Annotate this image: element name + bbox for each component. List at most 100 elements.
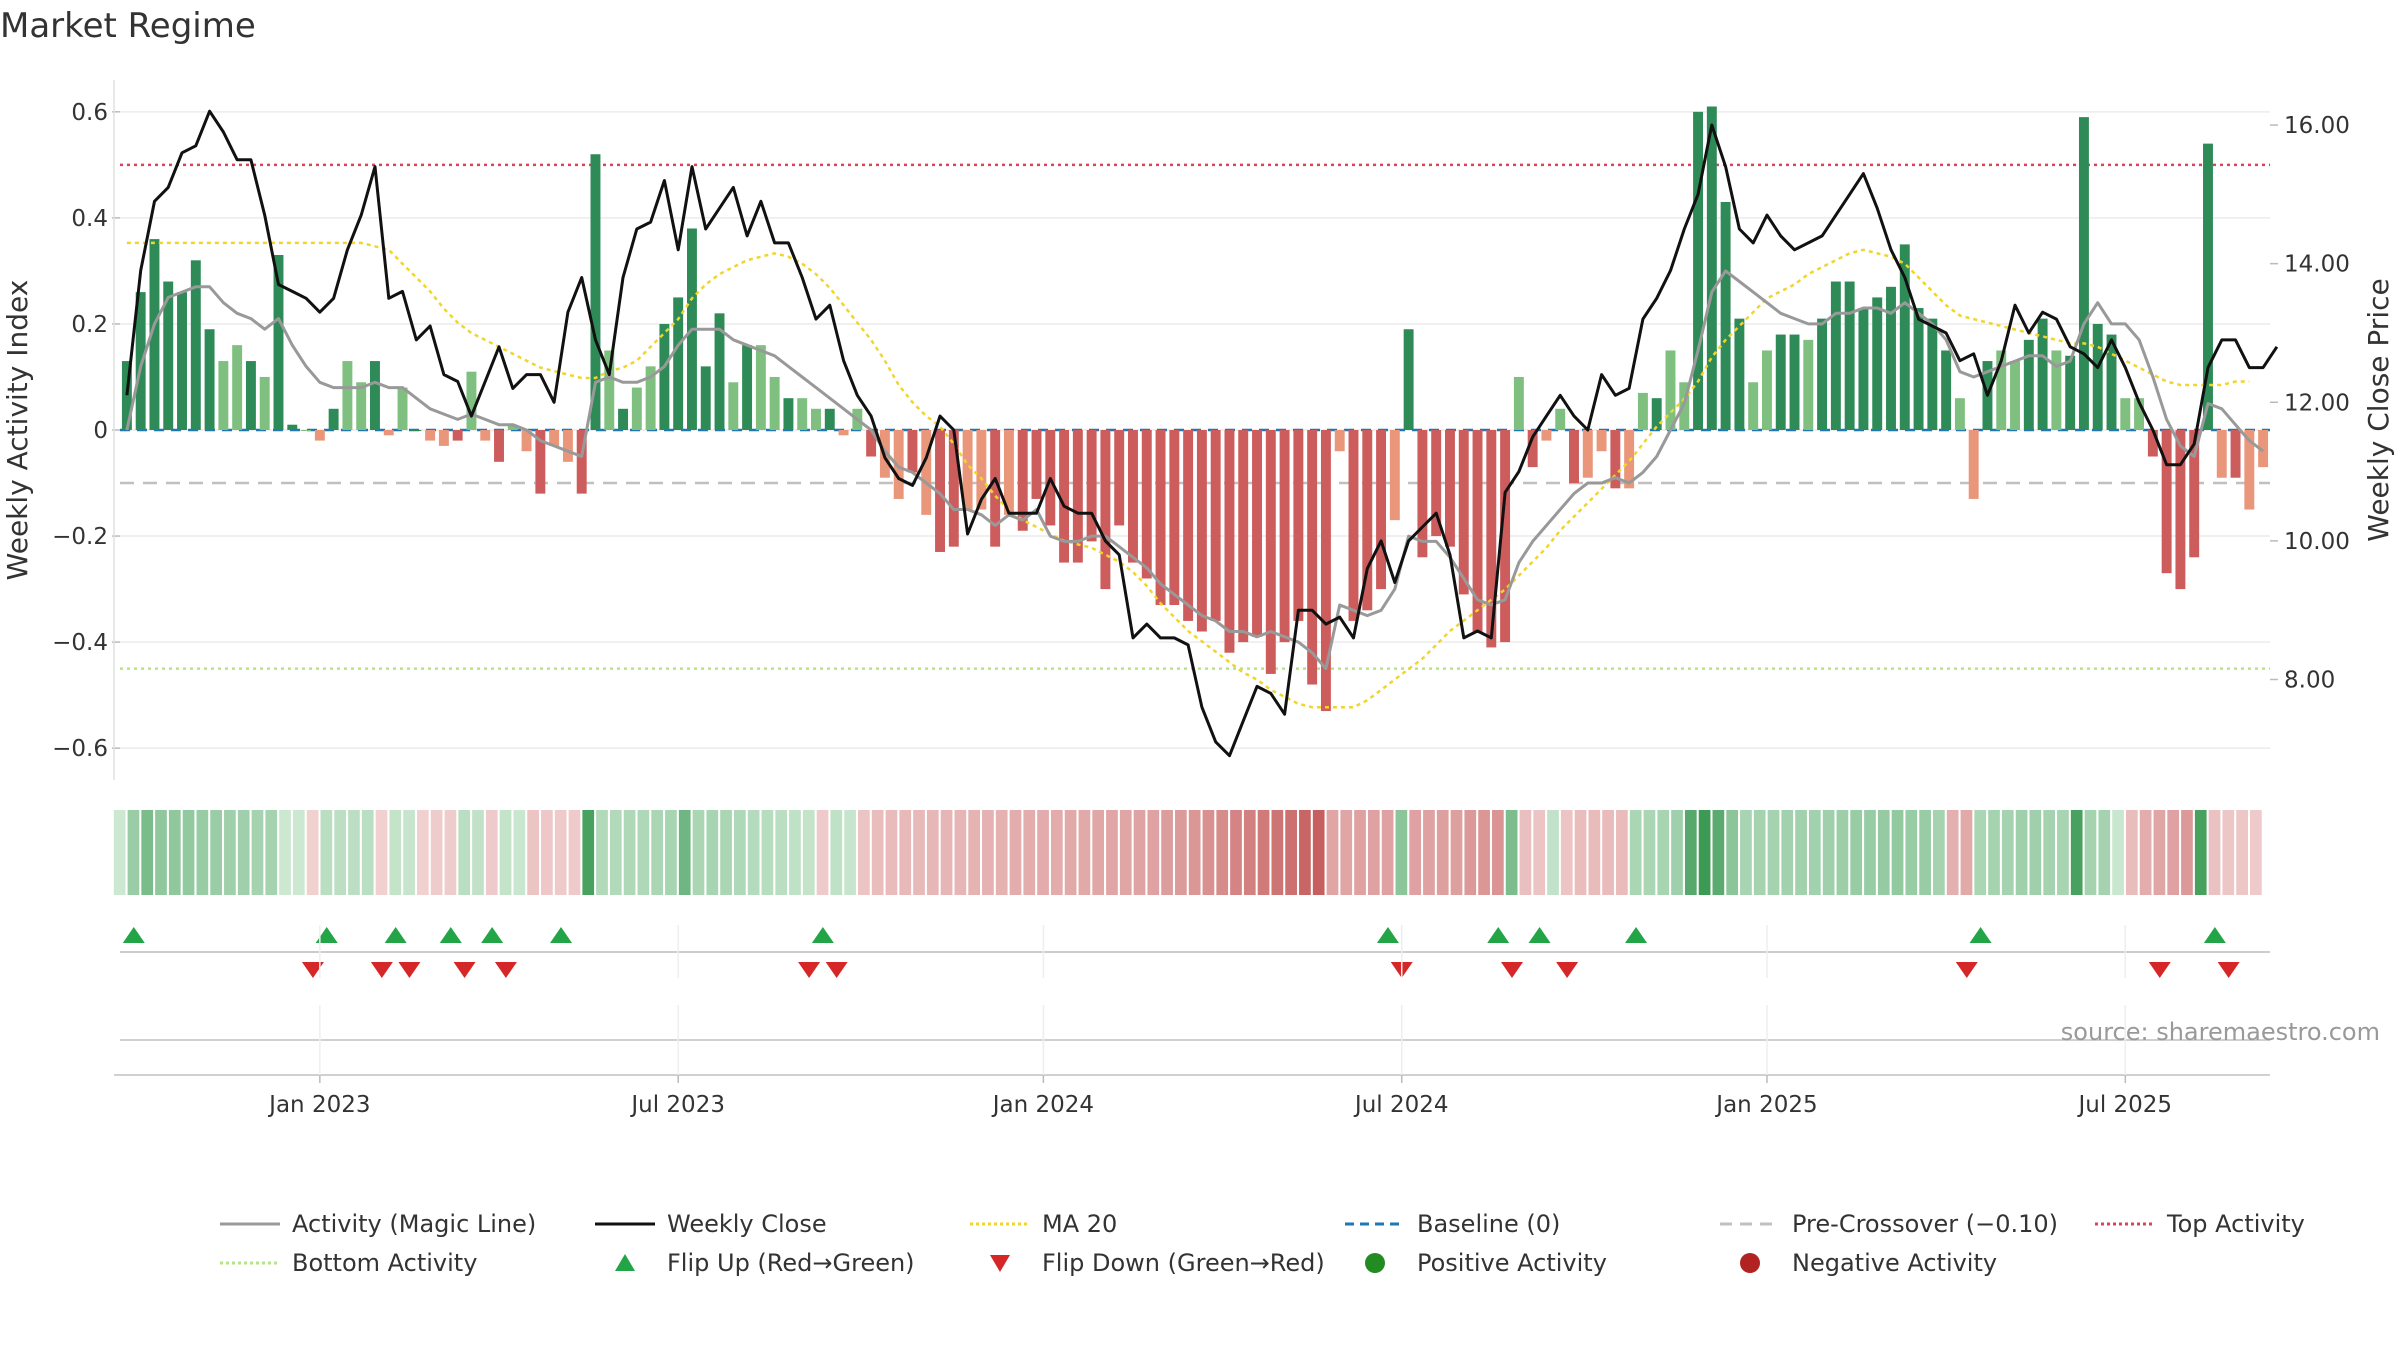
regime-cell [389, 810, 402, 895]
regime-cell [334, 810, 347, 895]
flip-up-marker [550, 927, 573, 943]
regime-cell [1919, 810, 1931, 895]
flip-up-marker [384, 927, 407, 943]
flip-down-marker [1500, 962, 1523, 978]
regime-cell [127, 810, 140, 895]
activity-bar [163, 281, 174, 430]
activity-bar [1348, 430, 1359, 621]
regime-cell [1423, 810, 1435, 895]
regime-cell [1850, 810, 1863, 895]
regime-cell [926, 810, 939, 895]
activity-bar [1637, 392, 1648, 430]
flip-down-marker [494, 962, 517, 978]
activity-bar [1789, 334, 1800, 430]
chart-title: Market Regime [0, 6, 256, 46]
regime-cell [692, 810, 705, 895]
activity-bar [1748, 382, 1759, 430]
regime-cell [403, 810, 415, 895]
x-axis: Jan 2023 Jul 2023 Jan 2024 Jul 2024 Jan 2025… [114, 925, 2270, 1118]
regime-cell [458, 810, 471, 895]
activity-bar [328, 408, 339, 430]
activity-bar [1513, 376, 1524, 430]
activity-bar [1458, 430, 1469, 595]
y2-tick-label: 14.00 [2284, 252, 2350, 278]
regime-cell [1367, 810, 1380, 895]
regime-cell [306, 810, 319, 895]
activity-bar [1100, 430, 1111, 590]
regime-cell [1064, 810, 1077, 895]
regime-cell [2208, 810, 2221, 895]
activity-bar [1472, 430, 1483, 632]
regime-cell [623, 810, 636, 895]
regime-cell [1547, 810, 1559, 895]
regime-cell [2250, 810, 2262, 895]
activity-bar [921, 430, 932, 515]
activity-bar [1775, 334, 1786, 430]
regime-cell [1519, 810, 1532, 895]
regime-cell [1202, 810, 1215, 895]
regime-cell [141, 810, 154, 895]
activity-bar [507, 424, 518, 430]
regime-cell [1740, 810, 1752, 895]
flip-down-marker [798, 962, 821, 978]
activity-bar [659, 323, 670, 430]
y-tick-label: 0.6 [71, 100, 108, 126]
regime-cell [1960, 810, 1973, 895]
activity-bar [2216, 430, 2227, 478]
regime-cell [1450, 810, 1463, 895]
activity-bar [1941, 350, 1952, 430]
activity-bar [2258, 430, 2269, 468]
activity-bar [783, 398, 794, 430]
regime-cell [1464, 810, 1477, 895]
regime-cell [1836, 810, 1849, 895]
activity-bar [480, 430, 491, 441]
activity-bar [1665, 350, 1676, 430]
y2-tick-label: 12.00 [2284, 390, 2350, 416]
activity-bar [1252, 430, 1262, 637]
activity-bar [1265, 430, 1276, 674]
regime-cell [1133, 810, 1146, 895]
activity-bar [135, 292, 146, 430]
regime-cell [1050, 810, 1063, 895]
activity-bar [2230, 430, 2241, 478]
regime-cell [1119, 810, 1132, 895]
regime-cell [1299, 810, 1311, 895]
regime-cell [472, 810, 484, 895]
regime-cell [596, 810, 608, 895]
y-tick-label: 0 [93, 418, 108, 444]
legend-label: Pre-Crossover (−0.10) [1792, 1210, 2058, 1238]
regime-cell [609, 810, 622, 895]
regime-cell [292, 810, 305, 895]
activity-bar [2134, 398, 2145, 430]
regime-cell [761, 810, 774, 895]
regime-cell [1588, 810, 1601, 895]
legend-swatch [1740, 1253, 1760, 1273]
flip-up-marker [315, 927, 338, 943]
regime-cell [2194, 810, 2207, 895]
legend-label: MA 20 [1042, 1210, 1117, 1238]
regime-cell [1147, 810, 1160, 895]
activity-bar [1872, 297, 1883, 430]
activity-bar [494, 430, 504, 462]
regime-cell [251, 810, 264, 895]
activity-bar [935, 430, 945, 552]
x-tick-label: Jan 2024 [991, 1092, 1094, 1118]
activity-bars [121, 106, 2269, 712]
regime-cell [2236, 810, 2248, 895]
regime-cell [720, 810, 732, 895]
regime-cell [499, 810, 512, 895]
activity-bar [1527, 430, 1538, 468]
regime-cell [2084, 810, 2097, 895]
legend-label: Flip Down (Green→Red) [1042, 1249, 1325, 1277]
regime-cell [885, 810, 898, 895]
activity-bar [728, 382, 739, 430]
line-series [125, 109, 2279, 758]
regime-cell [830, 810, 843, 895]
regime-cell [637, 810, 650, 895]
activity-bar [990, 430, 1001, 547]
regime-cell [1781, 810, 1794, 895]
legend-label: Baseline (0) [1417, 1210, 1560, 1238]
regime-cell [265, 810, 278, 895]
regime-cell [1657, 810, 1670, 895]
